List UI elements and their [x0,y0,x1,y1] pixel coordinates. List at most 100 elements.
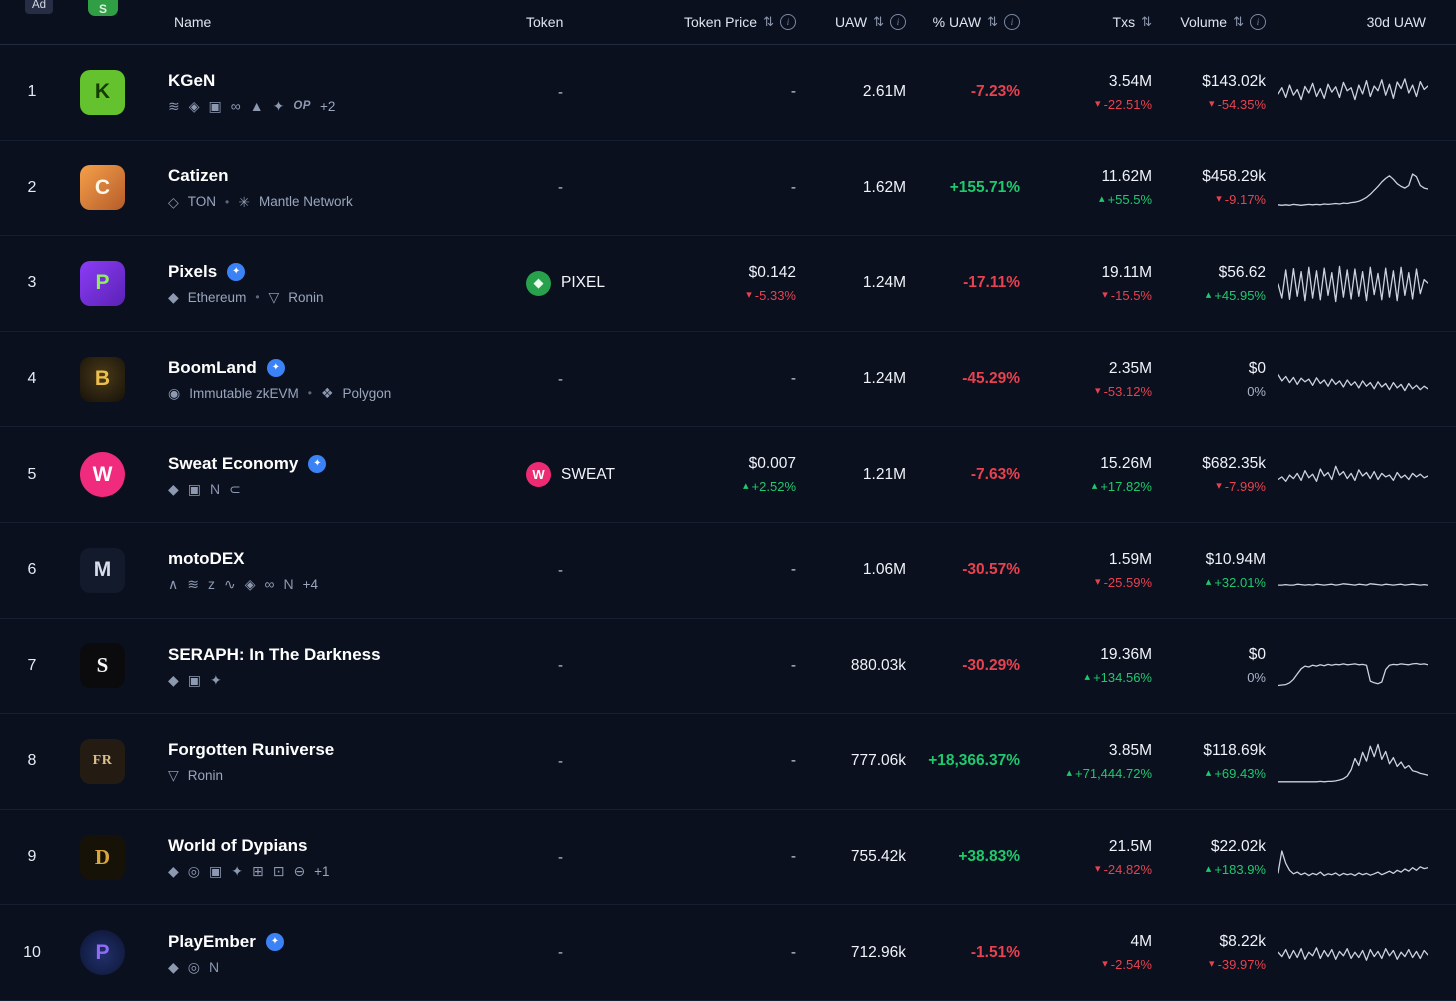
game-logo[interactable]: S [80,643,125,689]
ethereum-icon: ◆ [168,863,179,880]
info-icon[interactable]: i [890,14,906,30]
txs-cell: 21.5M ▾ -24.82% [1020,838,1152,877]
table-row[interactable]: 7 S SERAPH: In The Darkness ◆ ▣ ✦ - - 880.… [0,619,1456,715]
token-price-cell: - [650,561,796,579]
ad-badge: Ad [25,0,54,14]
column-header-uaw[interactable]: UAW ⇅ i [796,14,906,30]
column-header-volume[interactable]: Volume ⇅ i [1152,14,1266,30]
token-symbol: PIXEL [561,274,605,292]
info-icon[interactable]: i [1250,14,1266,30]
base-icon: ✦ [231,863,243,880]
price-empty: - [790,83,796,101]
token-price-value: $0.007 [748,455,796,473]
ton-icon: ◇ [168,193,179,210]
name-line: Forgotten Runiverse [168,740,520,760]
ronin-label[interactable]: Ronin [288,289,324,305]
volume-cell: $118.69k ▴ +69.43% [1152,742,1266,781]
more-chains-count[interactable]: +2 [319,98,336,114]
info-icon[interactable]: i [780,14,796,30]
table-row[interactable]: 3 P Pixels ✦ ◆ Ethereum • ▽ Ronin ◆ PIXEL $0… [0,236,1456,332]
volume-cell: $8.22k ▾ -39.97% [1152,933,1266,972]
column-header-txs[interactable]: Txs ⇅ [1020,14,1152,30]
game-logo[interactable]: K [80,69,125,115]
name-cell: BoomLand ✦ ◉ Immutable zkEVM • ❖ Polygon [168,358,520,401]
token-empty: - [558,370,563,388]
ton-label[interactable]: TON [187,194,217,210]
uaw-change: -45.29% [962,370,1020,388]
uaw-change: -7.23% [970,83,1020,101]
txs-value: 2.35M [1108,359,1152,377]
game-logo[interactable]: P [80,930,125,976]
table-row[interactable]: 2 C Catizen ◇ TON • ✳ Mantle Network - - 1.6… [0,141,1456,237]
txs-cell: 2.35M ▾ -53.12% [1020,360,1152,399]
sort-icon[interactable]: ⇅ [987,14,998,29]
name-cell: motoDEX ∧ ≋ z ∿ ◈ ∞ N +4 [168,549,520,592]
game-name-link[interactable]: Sweat Economy [168,453,299,473]
game-logo[interactable]: FR [80,738,125,784]
rank-number: 6 [27,561,37,579]
sort-icon[interactable]: ⇅ [873,14,884,29]
mantle-label[interactable]: Mantle Network [258,194,353,210]
change-value: +71,444.72% [1075,765,1152,781]
table-row[interactable]: 8 FR Forgotten Runiverse ▽ Ronin - - 777.… [0,714,1456,810]
column-header-uaw-pct[interactable]: % UAW ⇅ i [906,14,1020,30]
uaw-change: -1.51% [970,943,1020,961]
game-name-link[interactable]: BoomLand [168,357,257,377]
txs-value: 11.62M [1101,168,1152,186]
txs-cell: 4M ▾ -2.54% [1020,933,1152,972]
immutable-zkevm-label[interactable]: Immutable zkEVM [189,385,299,401]
table-row[interactable]: 4 B BoomLand ✦ ◉ Immutable zkEVM • ❖ Polygon… [0,332,1456,428]
more-chains-count[interactable]: +1 [314,863,330,879]
ethereum-label[interactable]: Ethereum [187,289,247,305]
volume-change: ▾ -39.97% [1152,957,1266,972]
game-name-link[interactable]: World of Dypians [168,835,308,855]
game-logo-cell: FR [64,738,168,784]
table-row[interactable]: 9 D World of Dypians ◆ ◎ ▣ ✦ ⊞ ⊡ ⊖ +1 - - 755.4… [0,810,1456,906]
volume-value: $143.02k [1202,72,1266,90]
volume-value: $10.94M [1205,550,1266,568]
info-icon[interactable]: i [1004,14,1020,30]
sparkline-cell [1266,830,1456,884]
uaw-value: 2.61M [862,83,906,101]
game-logo[interactable]: W [80,452,125,498]
token-empty: - [558,83,563,101]
game-name-link[interactable]: Pixels [168,261,218,281]
polygon-label[interactable]: Polygon [342,385,392,401]
game-logo[interactable]: D [80,834,125,880]
sparkline-cell [1266,926,1456,980]
column-label-name: Name [174,14,212,30]
game-logo[interactable]: C [80,165,125,211]
txs-change: ▾ -2.54% [1020,957,1152,972]
game-logo[interactable]: M [80,547,125,593]
token-price-cell: - [650,657,796,675]
down-arrow-icon: ▾ [1102,958,1108,971]
ad-app-icon[interactable]: S [88,0,118,16]
txs-value: 3.54M [1108,72,1152,90]
table-row[interactable]: 6 M motoDEX ∧ ≋ z ∿ ◈ ∞ N +4 - - 1.06M -30.57% … [0,523,1456,619]
txs-cell: 15.26M ▴ +17.82% [1020,455,1152,494]
txs-value: 15.26M [1100,455,1152,473]
sort-icon[interactable]: ⇅ [1141,14,1152,29]
change-value: -54.35% [1217,96,1266,112]
ronin-label[interactable]: Ronin [187,767,224,783]
game-name-link[interactable]: motoDEX [168,548,245,568]
game-logo[interactable]: B [80,356,125,402]
game-name-link[interactable]: KGeN [168,70,216,90]
game-name-link[interactable]: Catizen [168,166,229,186]
table-row[interactable]: 1 K KGeN ≋ ◈ ▣ ∞ ▲ ✦ OP +2 - - 2.61M -7.23% 3.5… [0,45,1456,141]
more-chains-count[interactable]: +4 [302,576,319,592]
game-name-link[interactable]: Forgotten Runiverse [168,739,335,759]
name-cell: World of Dypians ◆ ◎ ▣ ✦ ⊞ ⊡ ⊖ +1 [168,836,520,879]
table-row[interactable]: 5 W Sweat Economy ✦ ◆ ▣ N ⊂ W SWEAT $0.007 … [0,427,1456,523]
game-name-link[interactable]: SERAPH: In The Darkness [168,644,381,664]
near-icon: N [283,576,294,593]
column-header-token-price[interactable]: Token Price ⇅ i [650,14,796,30]
game-logo[interactable]: P [80,260,125,306]
table-row[interactable]: 10 P PlayEmber ✦ ◆ ◎ N - - 712.96k -1.51% … [0,905,1456,1001]
txs-change: ▴ +55.5% [1020,192,1152,207]
sort-icon[interactable]: ⇅ [763,14,774,29]
sort-icon[interactable]: ⇅ [1233,14,1244,29]
name-cell: Sweat Economy ✦ ◆ ▣ N ⊂ [168,454,520,496]
up-arrow-icon: ▴ [1205,766,1212,779]
game-name-link[interactable]: PlayEmber [168,931,256,951]
